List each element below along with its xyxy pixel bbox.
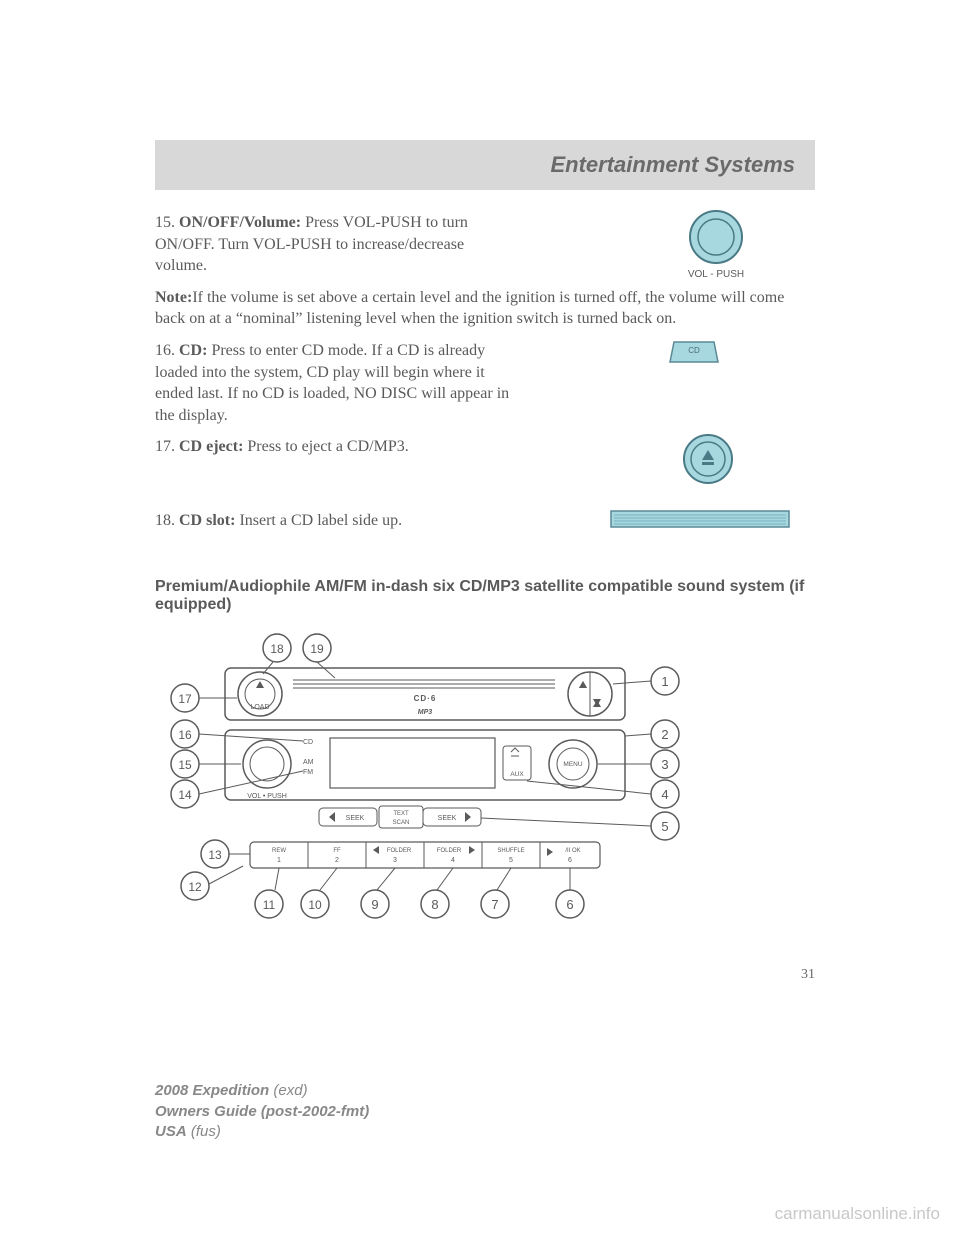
footer-model: 2008 Expedition: [155, 1082, 269, 1099]
item-18-label: CD slot:: [179, 512, 235, 529]
item-15-note: Note:If the volume is set above a certai…: [155, 287, 815, 330]
footer-model-code: (exd): [269, 1082, 307, 1099]
item-15: 15. ON/OFF/Volume: Press VOL-PUSH to tur…: [155, 212, 815, 277]
watermark: carmanualsonline.info: [775, 1204, 940, 1224]
svg-text:5: 5: [661, 819, 668, 834]
svg-text:6: 6: [566, 897, 573, 912]
item-15-label: ON/OFF/Volume:: [179, 214, 301, 231]
svg-text:FOLDER: FOLDER: [387, 848, 412, 854]
svg-text:2: 2: [661, 727, 668, 742]
svg-text:3: 3: [393, 857, 397, 864]
item-17-body: Press to eject a CD/MP3.: [243, 438, 408, 455]
svg-text:SEEK: SEEK: [438, 815, 457, 822]
svg-text:7: 7: [491, 897, 498, 912]
item-16-text: 16. CD: Press to enter CD mode. If a CD …: [155, 340, 515, 426]
item-18: 18. CD slot: Insert a CD label side up.: [155, 510, 815, 550]
item-17-num: 17.: [155, 438, 175, 455]
svg-text:CD·6: CD·6: [414, 694, 437, 703]
footer-region: USA: [155, 1123, 187, 1140]
svg-text:LOAD: LOAD: [250, 704, 269, 711]
svg-text:3: 3: [661, 757, 668, 772]
item-17-label: CD eject:: [179, 438, 243, 455]
svg-text:TEXT: TEXT: [393, 811, 409, 817]
svg-text:CD: CD: [303, 739, 313, 746]
item-18-body: Insert a CD label side up.: [235, 512, 402, 529]
svg-text:6: 6: [568, 857, 572, 864]
svg-text:14: 14: [178, 788, 192, 802]
footer-region-code: (fus): [187, 1123, 221, 1140]
svg-text:SCAN: SCAN: [393, 820, 410, 826]
page-number: 31: [155, 967, 815, 983]
svg-text:12: 12: [188, 880, 202, 894]
svg-text:REW: REW: [272, 848, 286, 854]
svg-text:FOLDER: FOLDER: [437, 848, 462, 854]
svg-text:1: 1: [661, 674, 668, 689]
svg-text:MENU: MENU: [563, 761, 582, 768]
item-17-text: 17. CD eject: Press to eject a CD/MP3.: [155, 436, 515, 458]
svg-text:18: 18: [270, 642, 284, 656]
item-16-label: CD:: [179, 342, 207, 359]
svg-text:9: 9: [371, 897, 378, 912]
svg-text:13: 13: [208, 848, 222, 862]
item-15-num: 15.: [155, 214, 175, 231]
svg-text:VOL • PUSH: VOL • PUSH: [247, 793, 287, 800]
svg-text:19: 19: [310, 642, 324, 656]
svg-text:2: 2: [335, 857, 339, 864]
svg-text:4: 4: [451, 857, 455, 864]
cd-button-icon: CD: [668, 340, 720, 375]
svg-text:8: 8: [431, 897, 438, 912]
svg-text:5: 5: [509, 857, 513, 864]
item-18-text: 18. CD slot: Insert a CD label side up.: [155, 510, 515, 532]
item-16-num: 16.: [155, 342, 175, 359]
page-header-title: Entertainment Systems: [550, 152, 795, 178]
svg-text:MP3: MP3: [418, 709, 433, 716]
cd-slot-icon: [610, 510, 790, 537]
svg-text:SEEK: SEEK: [346, 815, 365, 822]
item-15-text: 15. ON/OFF/Volume: Press VOL-PUSH to tur…: [155, 212, 515, 277]
section-title: Premium/Audiophile AM/FM in-dash six CD/…: [155, 578, 815, 614]
eject-button-icon: [681, 432, 735, 493]
item-16: 16. CD: Press to enter CD mode. If a CD …: [155, 340, 815, 426]
svg-text:10: 10: [308, 898, 322, 912]
svg-text:16: 16: [178, 728, 192, 742]
note-label: Note:: [155, 289, 192, 306]
footer: 2008 Expedition (exd) Owners Guide (post…: [155, 1081, 369, 1142]
radio-diagram: LOAD CD·6 MP3 CD AM FM VOL • PUSH: [155, 626, 815, 931]
svg-text:AUX: AUX: [510, 771, 524, 778]
svg-text:17: 17: [178, 692, 192, 706]
svg-text:15: 15: [178, 758, 192, 772]
svg-text:AM: AM: [303, 759, 314, 766]
svg-text:1: 1: [277, 857, 281, 864]
svg-text:/II OK: /II OK: [565, 848, 580, 854]
header-bar: Entertainment Systems: [155, 140, 815, 190]
svg-text:FF: FF: [333, 848, 341, 854]
svg-text:4: 4: [661, 787, 668, 802]
item-17: 17. CD eject: Press to eject a CD/MP3.: [155, 436, 815, 496]
volume-label: VOL - PUSH: [687, 268, 745, 282]
footer-guide: Owners Guide (post-2002-fmt): [155, 1103, 369, 1120]
item-16-body: Press to enter CD mode. If a CD is alrea…: [155, 342, 509, 424]
svg-text:FM: FM: [303, 769, 313, 776]
svg-text:SHUFFLE: SHUFFLE: [497, 848, 524, 854]
note-text: If the volume is set above a certain lev…: [155, 289, 784, 328]
item-18-num: 18.: [155, 512, 175, 529]
cd-icon-label: CD: [688, 346, 700, 355]
svg-text:11: 11: [263, 898, 276, 912]
volume-knob-icon: VOL - PUSH: [687, 208, 745, 282]
